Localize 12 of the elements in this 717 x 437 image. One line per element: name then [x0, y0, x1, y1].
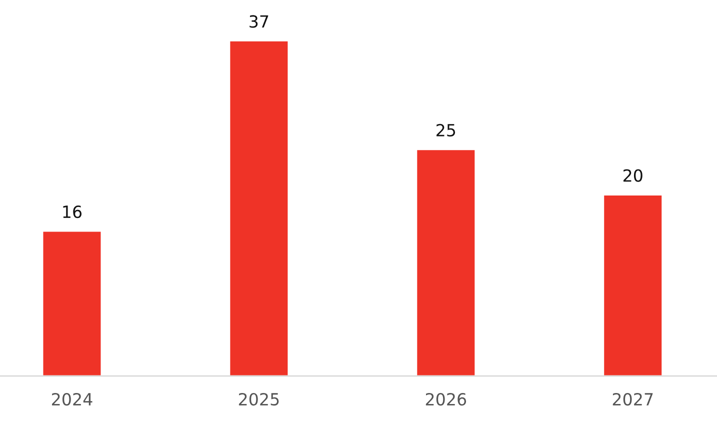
- data-label: 20: [623, 169, 642, 182]
- x-tick-label: 2026: [426, 392, 466, 406]
- bar: [602, 194, 664, 376]
- x-tick-label: 2027: [612, 392, 653, 406]
- bar: [228, 40, 290, 376]
- data-label: 16: [63, 205, 82, 218]
- data-label: 25: [436, 124, 456, 137]
- bar: [416, 148, 476, 376]
- x-tick-label: 2025: [238, 392, 279, 406]
- bar: [42, 230, 102, 376]
- data-label: 37: [250, 15, 268, 28]
- x-tick-label: 2024: [52, 392, 92, 406]
